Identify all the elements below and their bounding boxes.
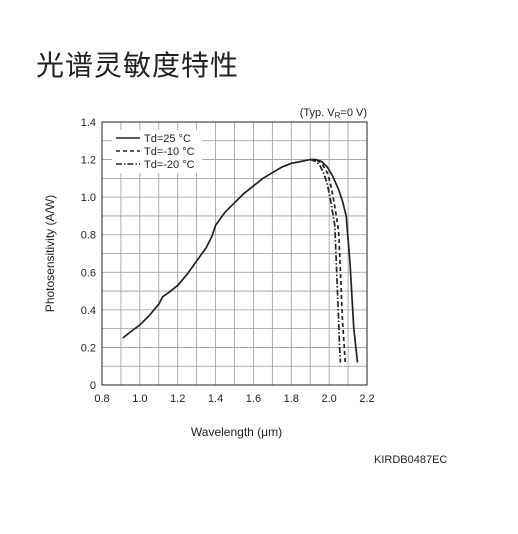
plot-frame [101, 121, 368, 386]
x-tick-label: 1.8 [284, 393, 299, 405]
chart-legend: Td=25 °CTd=-10 °CTd=-20 °C [112, 130, 202, 173]
x-tick-label: 1.2 [170, 393, 185, 405]
note-prefix: (Typ. V [300, 107, 336, 119]
figure-code: KIRDB0487EC [374, 454, 448, 466]
series-line-3 [309, 158, 342, 363]
measurement-condition-note: (Typ. VR=0 V) [300, 107, 367, 120]
legend-label-2: Td=-10 °C [144, 146, 195, 158]
y-tick-label: 1.4 [81, 117, 96, 129]
x-tick-label: 1.4 [208, 393, 223, 405]
series-line-1 [122, 158, 359, 363]
y-tick-label: 0 [90, 380, 96, 392]
note-subscript: R [335, 111, 341, 120]
x-tick-label: 1.0 [132, 393, 147, 405]
page-title: 光谱灵敏度特性 [36, 49, 240, 82]
y-tick-labels: 0 0.2 0.4 0.6 0.8 1.0 1.2 1.4 [81, 117, 96, 392]
legend-label-1: Td=25 °C [144, 133, 191, 145]
x-axis-title: Wavelength (μm) [191, 425, 282, 439]
legend-label-3: Td=-20 °C [144, 159, 195, 171]
x-tick-label: 1.6 [246, 393, 261, 405]
y-tick-label: 0.2 [81, 342, 96, 354]
x-tick-label: 2.2 [359, 393, 374, 405]
y-tick-label: 0.6 [81, 267, 96, 279]
y-axis-title: Photosensitivity (A/W) [43, 195, 57, 312]
x-tick-label: 0.8 [94, 393, 109, 405]
note-suffix: =0 V) [340, 107, 367, 119]
y-tick-label: 1.0 [81, 192, 96, 204]
y-tick-label: 0.8 [81, 230, 96, 242]
y-tick-label: 0.4 [81, 305, 96, 317]
y-tick-label: 1.2 [81, 155, 96, 167]
x-tick-labels: 0.8 1.0 1.2 1.4 1.6 1.8 2.0 2.2 [94, 393, 374, 405]
x-tick-label: 2.0 [321, 393, 336, 405]
series-lines [122, 158, 359, 363]
series-line-2 [310, 158, 347, 363]
